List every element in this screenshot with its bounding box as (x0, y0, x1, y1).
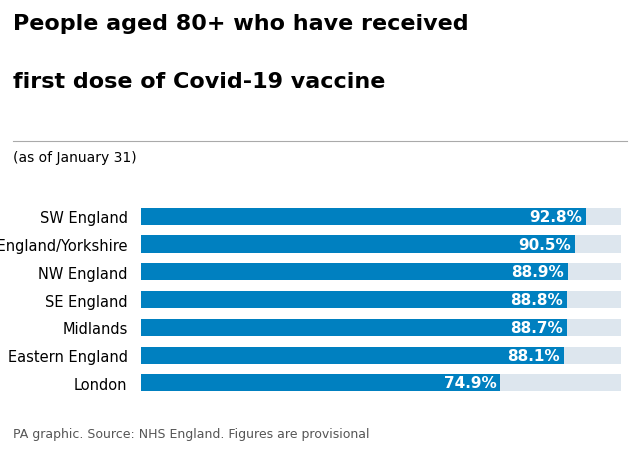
Text: 88.9%: 88.9% (511, 265, 564, 280)
Bar (141, 264, 621, 281)
Text: People aged 80+ who have received: People aged 80+ who have received (13, 14, 468, 33)
Bar (141, 291, 621, 308)
Text: (as of January 31): (as of January 31) (13, 151, 136, 165)
Text: 88.1%: 88.1% (508, 348, 560, 363)
Bar (141, 374, 621, 391)
Text: 92.8%: 92.8% (529, 209, 582, 224)
Bar (141, 236, 575, 253)
Text: first dose of Covid-19 vaccine: first dose of Covid-19 vaccine (13, 72, 385, 92)
Bar (141, 319, 566, 336)
Text: PA graphic. Source: NHS England. Figures are provisional: PA graphic. Source: NHS England. Figures… (13, 427, 369, 440)
Bar (141, 347, 564, 364)
Bar (141, 236, 621, 253)
Bar (141, 347, 621, 364)
Bar (141, 208, 586, 226)
Bar (141, 208, 621, 226)
Text: 88.7%: 88.7% (510, 320, 563, 335)
Bar (141, 291, 567, 308)
Bar (141, 319, 621, 336)
Text: 88.8%: 88.8% (511, 292, 563, 308)
Text: 90.5%: 90.5% (518, 237, 572, 252)
Text: 74.9%: 74.9% (444, 376, 497, 391)
Bar (141, 374, 500, 391)
Bar (141, 264, 568, 281)
